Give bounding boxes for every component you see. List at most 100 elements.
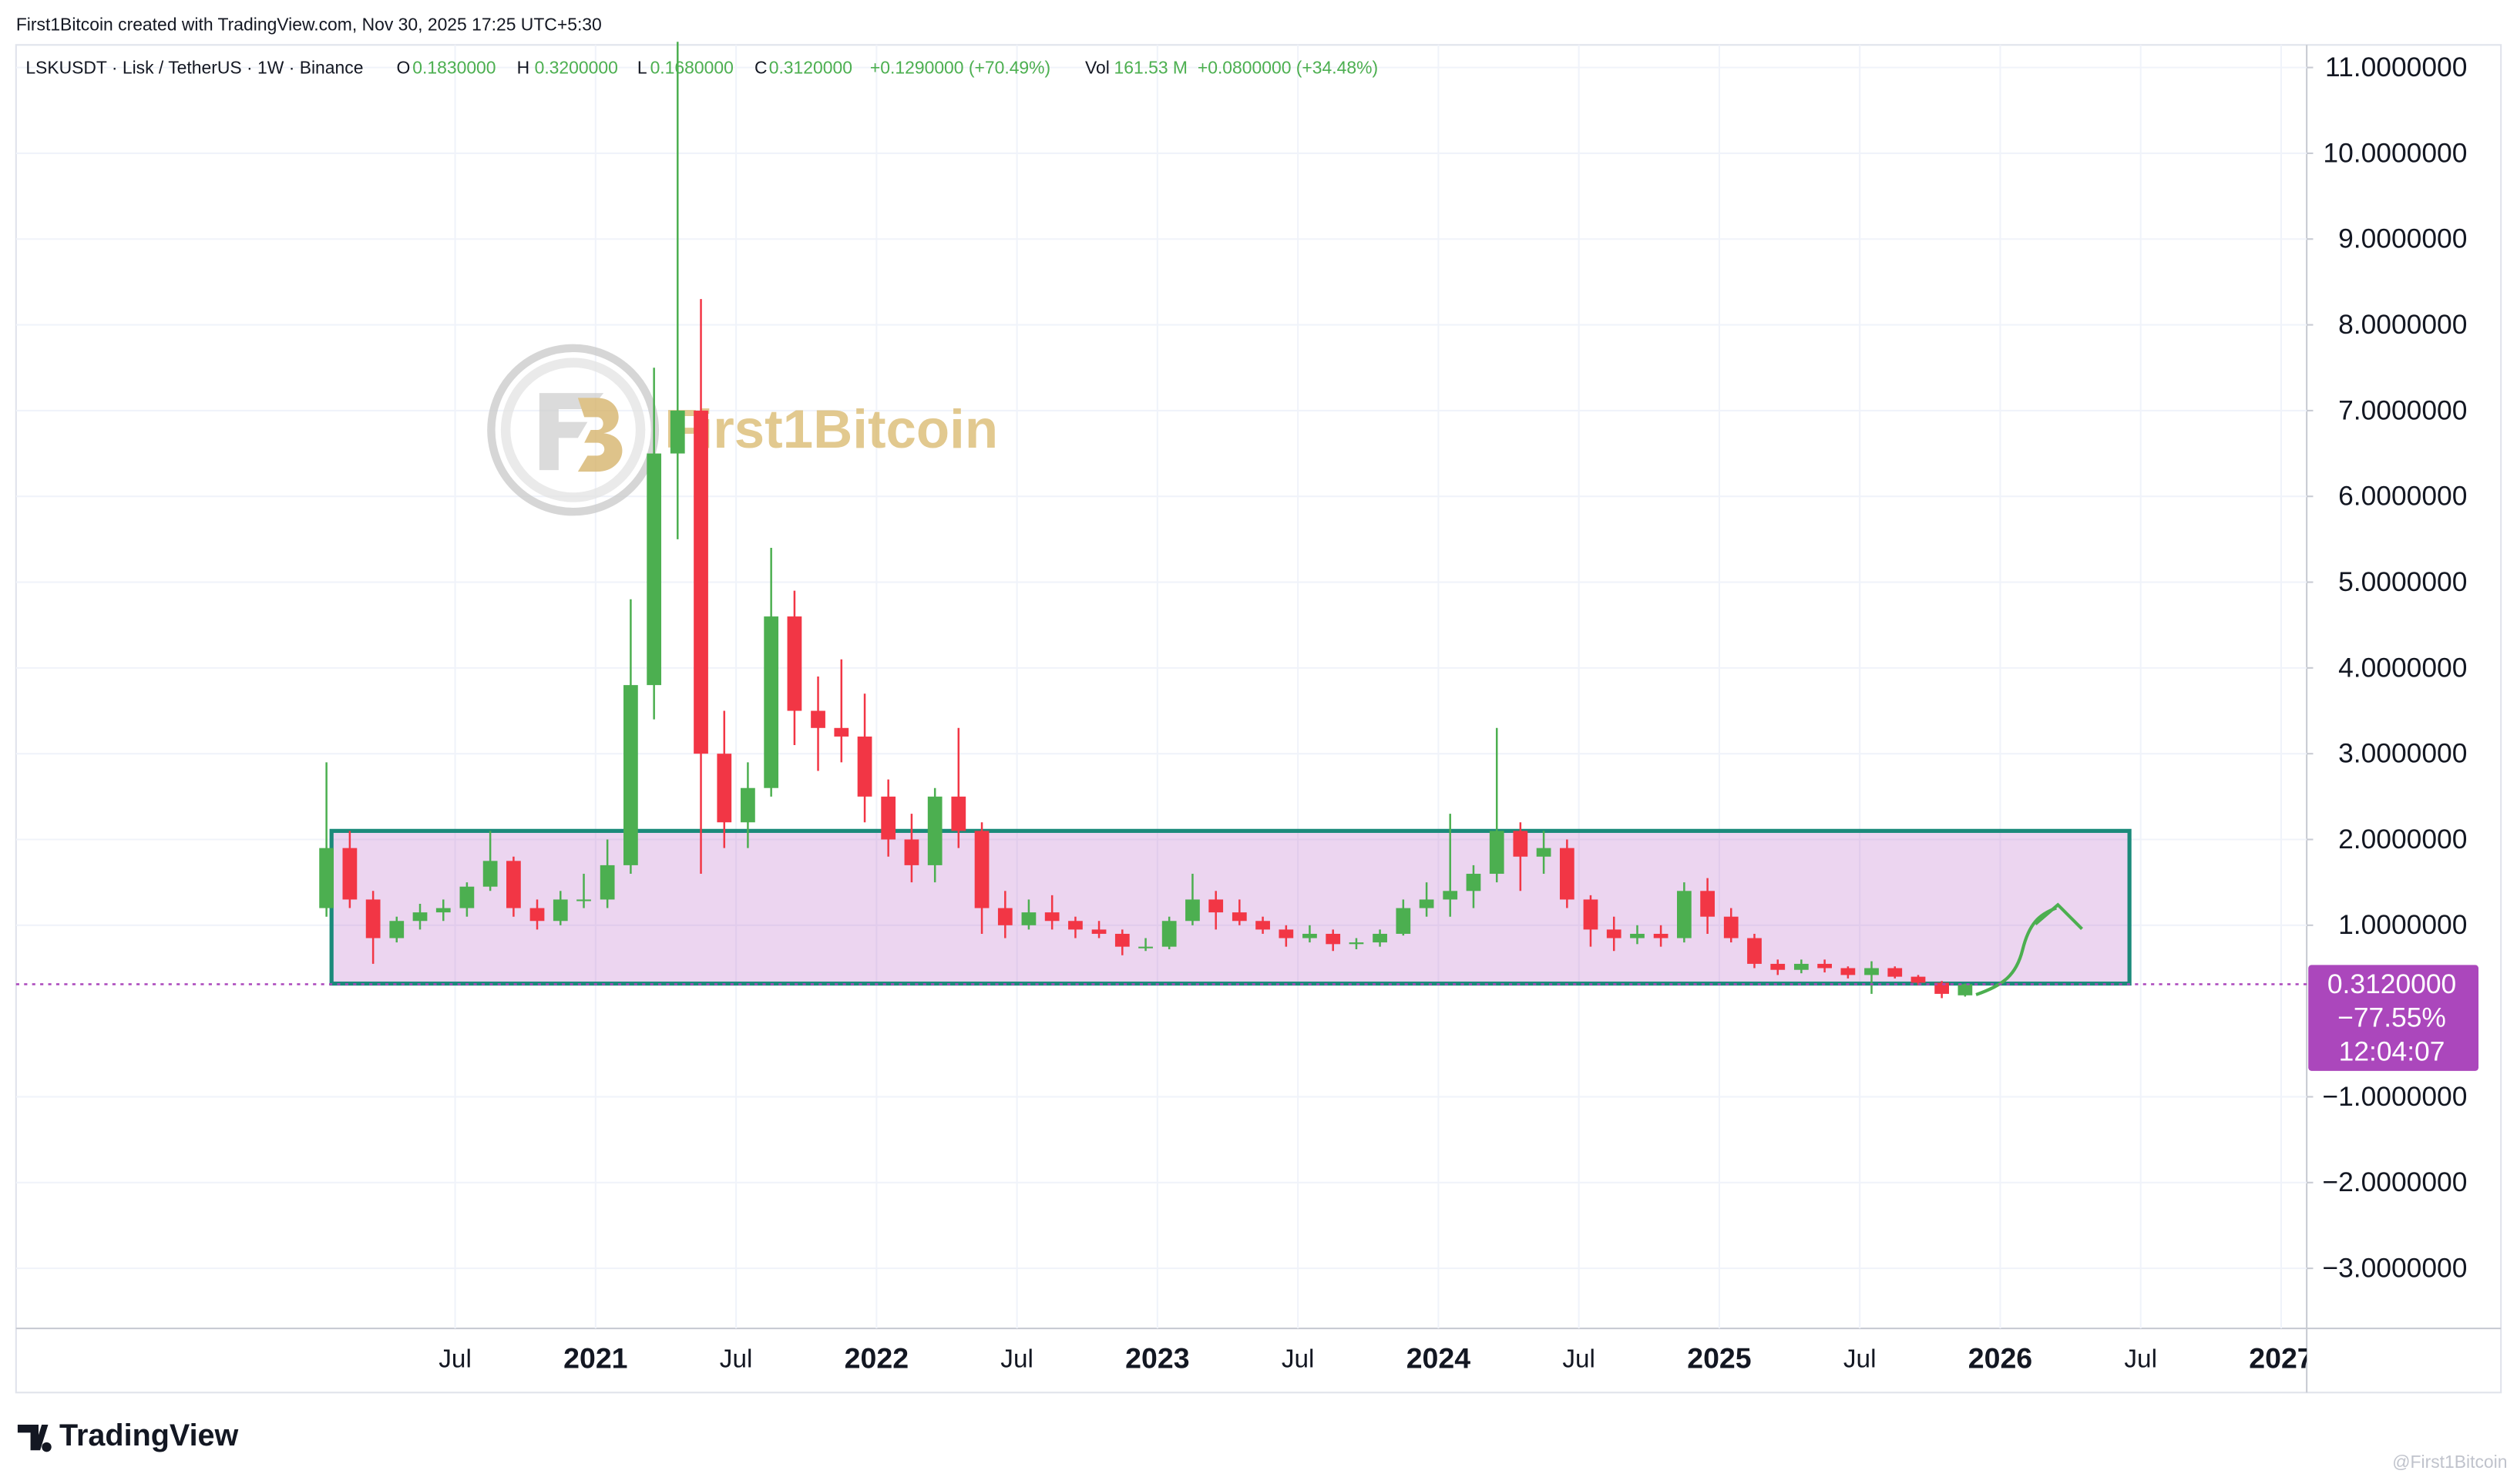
zone-layer bbox=[329, 828, 2132, 986]
candle-body bbox=[600, 865, 615, 900]
y-tick-label: 4.0000000 bbox=[2338, 652, 2467, 683]
x-tick-label: 2027 bbox=[2249, 1342, 2313, 1375]
x-tick-label: 2022 bbox=[845, 1342, 909, 1375]
volume: 161.53 M bbox=[1114, 58, 1188, 78]
last-price-label: 0.3120000 bbox=[2327, 969, 2456, 999]
candle-body bbox=[1044, 912, 1060, 922]
candle-body bbox=[741, 787, 755, 823]
ohlc-value: 0.3200000 bbox=[535, 58, 618, 78]
candle-body bbox=[1676, 891, 1692, 938]
y-tick-label: 11.0000000 bbox=[2325, 52, 2467, 82]
candle-body bbox=[1279, 929, 1294, 938]
up-arrow-head bbox=[2034, 902, 2084, 931]
brand-text: TradingView bbox=[59, 1419, 239, 1452]
candle-body bbox=[1887, 968, 1903, 977]
candle-body bbox=[764, 616, 779, 788]
x-tick-label: 2023 bbox=[1125, 1342, 1189, 1375]
ohlc-value: 0.3120000 bbox=[769, 58, 852, 78]
x-tick-label: 2025 bbox=[1687, 1342, 1751, 1375]
candle-body bbox=[1817, 963, 1832, 969]
watermark-text: First1Bitcoin bbox=[664, 399, 998, 460]
candle-body bbox=[647, 453, 662, 686]
x-tick-label: Jul bbox=[439, 1345, 472, 1373]
candle-body bbox=[1700, 891, 1715, 917]
candle-body bbox=[553, 899, 568, 922]
y-tick-label: 6.0000000 bbox=[2338, 481, 2467, 512]
candle-body bbox=[412, 912, 428, 922]
candle-body bbox=[834, 727, 849, 737]
y-tick-label: 10.0000000 bbox=[2323, 137, 2467, 168]
symbol: LSKUSDT · Lisk / TetherUS · 1W · Binance bbox=[25, 58, 363, 78]
candle-body bbox=[1326, 933, 1341, 945]
candle-body bbox=[1489, 831, 1504, 875]
y-tick-label: 7.0000000 bbox=[2338, 395, 2467, 425]
candle-body bbox=[1606, 929, 1621, 938]
candle-body bbox=[1138, 946, 1153, 948]
candle-body bbox=[1419, 899, 1434, 908]
y-tick-label: −2.0000000 bbox=[2322, 1167, 2467, 1197]
x-tick-label: 2024 bbox=[1406, 1342, 1471, 1375]
candle-body bbox=[506, 861, 521, 908]
candle-body bbox=[529, 908, 545, 922]
candle-body bbox=[1466, 874, 1481, 891]
candle-body bbox=[951, 796, 966, 831]
candle-body bbox=[811, 710, 825, 728]
candle-body bbox=[576, 899, 591, 901]
candle-body bbox=[1630, 933, 1645, 938]
candle-body bbox=[1232, 912, 1247, 922]
support-zone bbox=[329, 828, 2132, 986]
candle-body bbox=[1910, 976, 1926, 983]
candle-body bbox=[1864, 968, 1879, 975]
candle-body bbox=[1443, 891, 1458, 900]
volume-name: Vol bbox=[1085, 58, 1110, 78]
candle-body bbox=[1208, 899, 1224, 913]
volume-change: +0.0800000 (+34.48%) bbox=[1198, 58, 1378, 78]
y-tick-label: 5.0000000 bbox=[2338, 566, 2467, 597]
candle-body bbox=[1349, 942, 1364, 945]
candle-body bbox=[319, 848, 334, 908]
candle-body bbox=[857, 736, 872, 797]
candles bbox=[319, 42, 1973, 999]
candle-body bbox=[1021, 912, 1037, 925]
candle-body bbox=[1396, 908, 1411, 934]
y-tick-label: −1.0000000 bbox=[2322, 1081, 2467, 1112]
candle-body bbox=[1373, 933, 1387, 943]
logo-mark bbox=[539, 393, 604, 471]
chart-frame bbox=[15, 44, 2502, 1394]
candle-body bbox=[1770, 963, 1786, 970]
candle-body bbox=[694, 410, 708, 754]
candle-body bbox=[1653, 933, 1668, 938]
x-tick-label: 2026 bbox=[1968, 1342, 2032, 1375]
y-tick-label: 8.0000000 bbox=[2338, 309, 2467, 340]
candle-body bbox=[904, 839, 919, 865]
candle-body bbox=[623, 685, 638, 865]
logo-mark bbox=[577, 398, 623, 472]
y-tick-label: 9.0000000 bbox=[2338, 223, 2467, 254]
candle-body bbox=[1185, 899, 1200, 922]
candle-body bbox=[1536, 848, 1551, 857]
candle-body bbox=[1068, 921, 1083, 930]
candle-body bbox=[1513, 831, 1528, 857]
candle-body bbox=[1934, 982, 1949, 994]
corner-watermark: @First1Bitcoin bbox=[2392, 1452, 2507, 1472]
candle-body bbox=[1747, 938, 1762, 964]
last-change-label: −77.55% bbox=[2337, 1002, 2446, 1033]
countdown-label: 12:04:07 bbox=[2339, 1036, 2445, 1066]
axes: −3.0000000 −2.0000000 −1.0000000 1.0000000 2… bbox=[15, 52, 2479, 1375]
brand-logo bbox=[17, 1424, 52, 1452]
ohlc-name: C bbox=[754, 58, 768, 78]
candle-body bbox=[342, 848, 358, 900]
candle-body bbox=[459, 886, 475, 908]
brand: TradingView bbox=[17, 1419, 239, 1452]
candle-body bbox=[881, 796, 896, 840]
logo-ring bbox=[500, 358, 646, 502]
change: +0.1290000 (+70.49%) bbox=[870, 58, 1050, 78]
candle-body bbox=[997, 908, 1013, 925]
candle-body bbox=[482, 861, 498, 887]
x-tick-label: Jul bbox=[1843, 1345, 1877, 1373]
candle-body bbox=[1793, 963, 1809, 970]
ohlc-value: 0.1680000 bbox=[650, 58, 734, 78]
candle-body bbox=[927, 796, 943, 865]
